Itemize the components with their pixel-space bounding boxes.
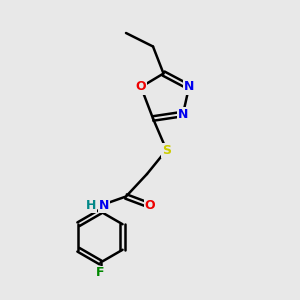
Text: N: N bbox=[99, 199, 109, 212]
Text: O: O bbox=[145, 199, 155, 212]
Text: H: H bbox=[86, 199, 96, 212]
Text: S: S bbox=[162, 143, 171, 157]
Text: N: N bbox=[184, 80, 194, 94]
Text: O: O bbox=[136, 80, 146, 94]
Text: N: N bbox=[178, 107, 188, 121]
Text: F: F bbox=[96, 266, 105, 280]
